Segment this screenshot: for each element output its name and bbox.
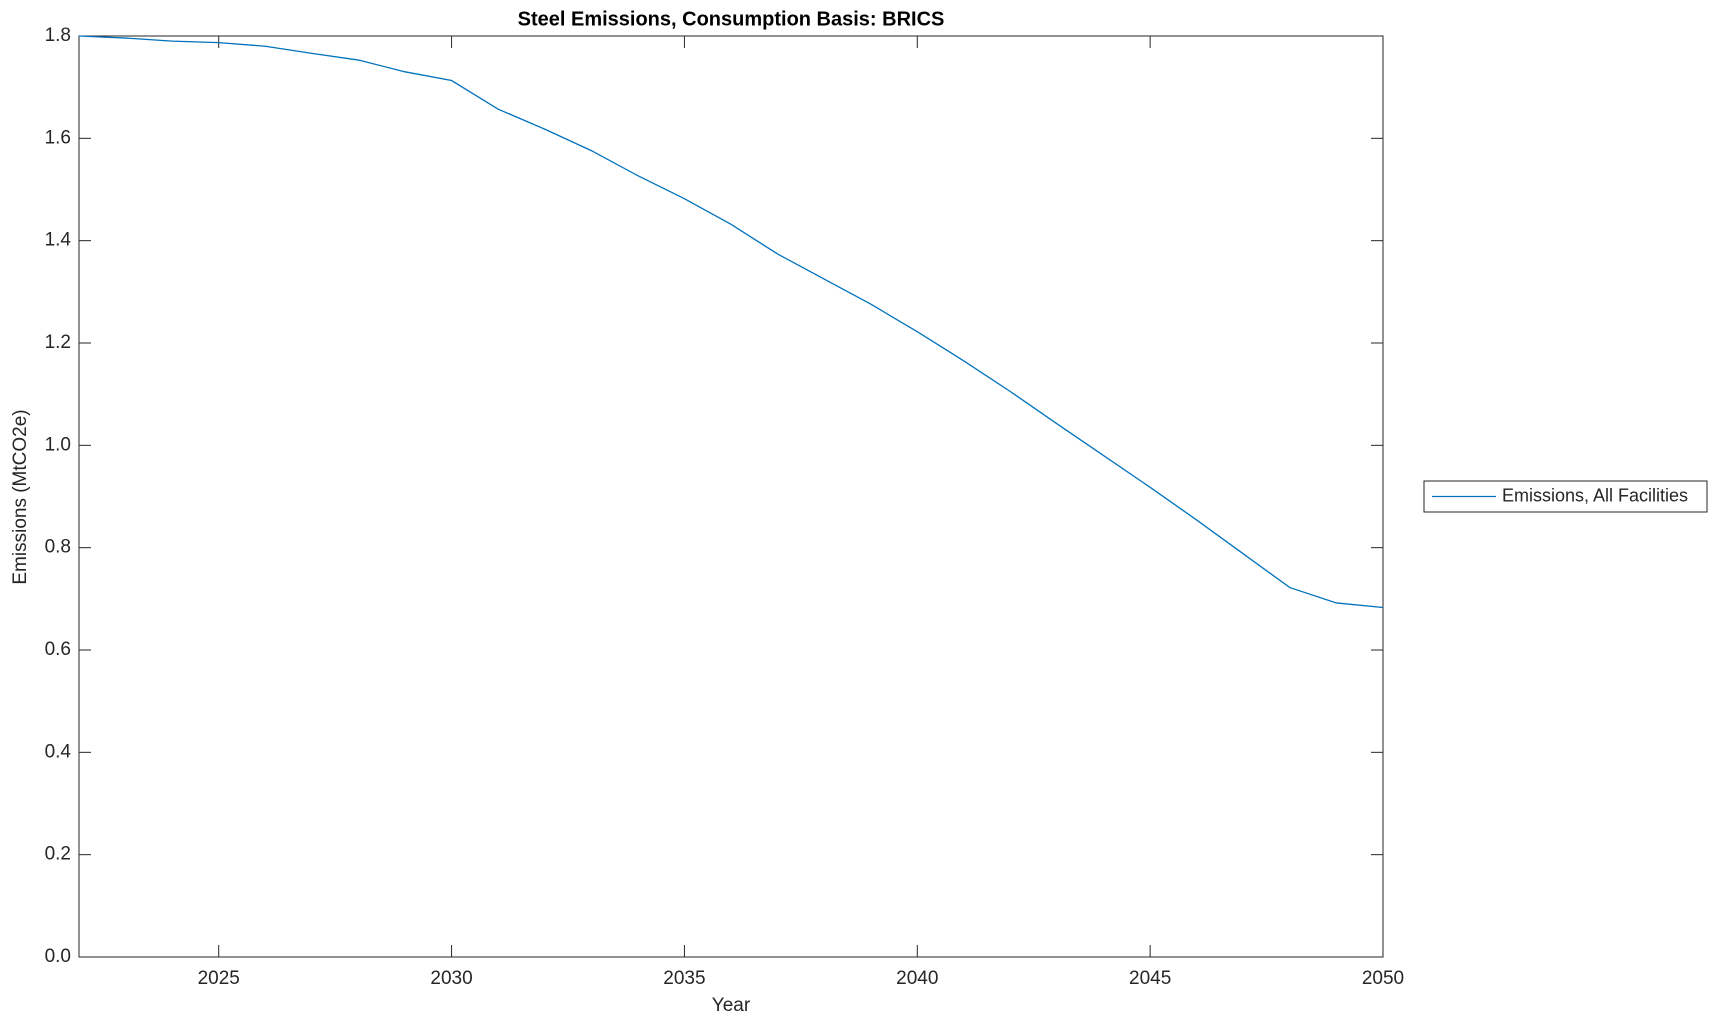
y-tick-label: 1.6 [45,127,71,148]
y-axis-label: Emissions (MtCO2e) [10,409,31,584]
y-tick-label: 0.6 [45,639,71,660]
x-tick-label: 2050 [1362,968,1404,989]
chart-title: Steel Emissions, Consumption Basis: BRIC… [518,8,945,30]
legend-label: Emissions, All Facilities [1502,485,1688,505]
x-axis-label: Year [712,995,751,1016]
x-tick-label: 2030 [430,968,472,989]
y-tick-label: 0.8 [45,537,71,558]
x-tick-label: 2035 [663,968,705,989]
y-tick-label: 0.0 [45,946,71,967]
y-tick-label: 0.2 [45,844,71,865]
y-tick-label: 1.4 [45,230,72,251]
y-tick-label: 0.4 [45,741,72,762]
plot-area [78,35,1384,958]
x-tick-label: 2040 [896,968,938,989]
x-tick-label: 2025 [198,968,240,989]
y-tick-label: 1.2 [45,332,71,353]
series-line [78,35,1384,609]
y-tick-label: 1.8 [45,25,71,46]
x-tick-label: 2045 [1129,968,1171,989]
y-tick-label: 1.0 [45,434,71,455]
